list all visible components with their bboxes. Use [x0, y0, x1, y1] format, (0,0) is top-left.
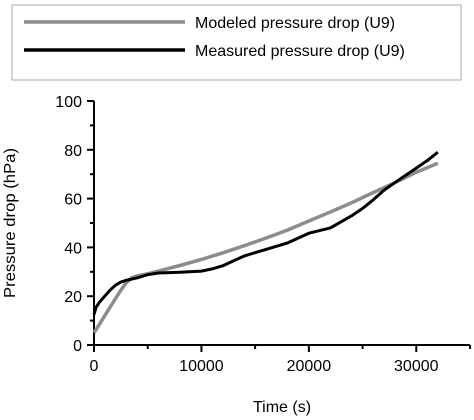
legend-label-measured: Measured pressure drop (U9): [195, 43, 405, 60]
x-axis-title: Time (s): [253, 399, 311, 416]
y-tick-label: 100: [55, 94, 82, 111]
y-tick-label: 40: [64, 240, 82, 257]
y-ticks: 0 20 40 60 80 100: [55, 94, 94, 355]
x-tick-label: 10000: [179, 358, 224, 375]
legend-label-modeled: Modeled pressure drop (U9): [195, 15, 395, 32]
x-tick-label: 20000: [287, 358, 332, 375]
series-line-modeled: [92, 161, 439, 334]
y-tick-label: 0: [73, 338, 82, 355]
y-tick-label: 20: [64, 289, 82, 306]
legend-box: [11, 4, 462, 81]
series-line-measured: [92, 151, 439, 315]
x-tick-label: 0: [90, 358, 99, 375]
y-tick-label: 60: [64, 192, 82, 209]
x-ticks: 0 10000 20000 30000: [90, 345, 471, 375]
x-tick-label: 30000: [394, 358, 439, 375]
legend: Modeled pressure drop (U9) Measured pres…: [11, 4, 462, 81]
y-tick-label: 80: [64, 143, 82, 160]
y-axis-title: Pressure drop (hPa): [2, 148, 19, 298]
series-group: [92, 151, 439, 334]
